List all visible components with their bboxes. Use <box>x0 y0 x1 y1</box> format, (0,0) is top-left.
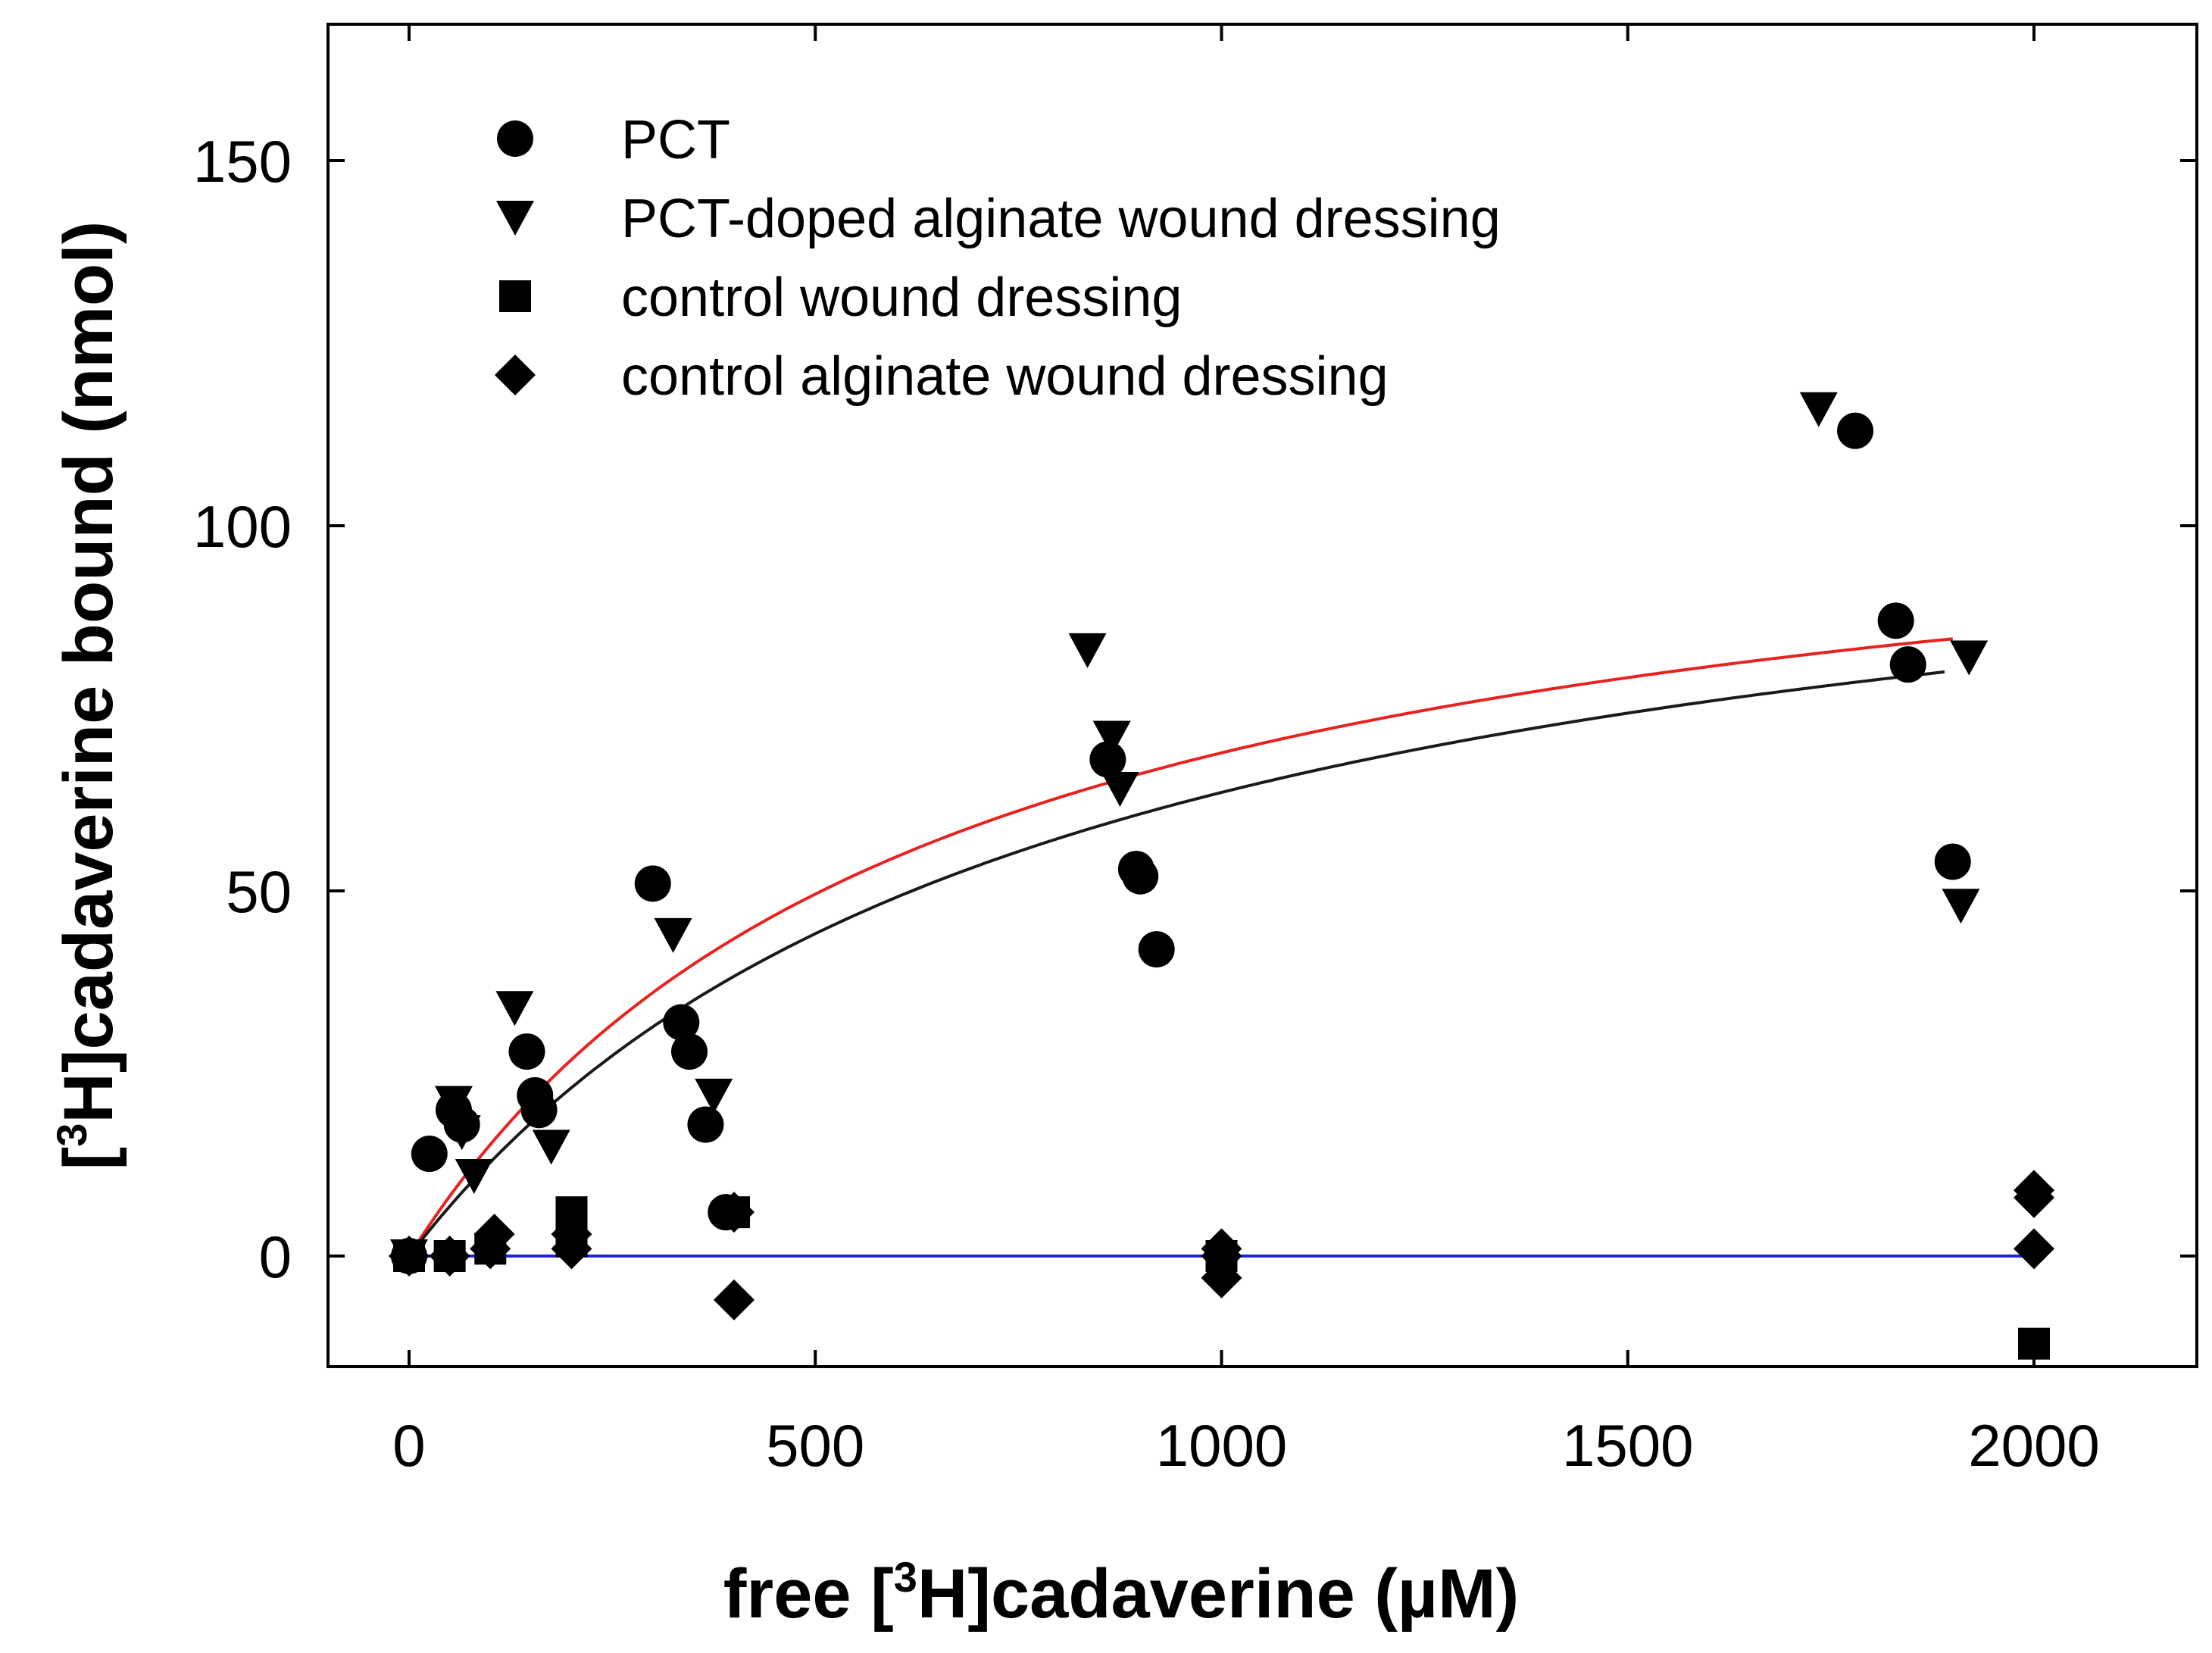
point-circle-4 <box>508 1033 545 1070</box>
point-circle-19 <box>1934 843 1971 880</box>
point-circle-9 <box>671 1033 708 1070</box>
point-diamond-13 <box>2014 1170 2054 1211</box>
y-tick-label-50: 50 <box>226 858 292 925</box>
x-tick-label-2000: 2000 <box>1968 1412 2100 1479</box>
point-triangle-down-4 <box>495 991 534 1026</box>
point-triangle-down-10 <box>1101 772 1139 808</box>
point-diamond-5 <box>551 1214 592 1255</box>
legend: PCT PCT-doped alginate wound dressing cont… <box>495 110 1501 407</box>
x-tick-label-0: 0 <box>392 1412 425 1479</box>
point-circle-3 <box>443 1106 480 1143</box>
y-tick-label-0: 0 <box>259 1223 292 1290</box>
point-circle-16 <box>1837 412 1874 449</box>
point-circle-15 <box>1138 931 1175 968</box>
point-triangle-down-9 <box>1092 720 1131 756</box>
point-circle-1 <box>411 1136 448 1173</box>
point-diamond-7 <box>714 1279 755 1320</box>
x-tick-label-1500: 1500 <box>1562 1412 1694 1479</box>
y-axis-title: [3H]cadaverine bound (nmol) <box>48 221 127 1170</box>
plot-frame <box>326 23 2198 1368</box>
legend-label-3: control alginate wound dressing <box>621 346 1389 407</box>
point-circle-0 <box>391 1238 427 1274</box>
fit-curve-0 <box>408 637 1953 1258</box>
legend-label-1: PCT-doped alginate wound dressing <box>621 189 1501 249</box>
point-triangle-down-12 <box>1942 889 1980 924</box>
point-diamond-1 <box>429 1236 470 1276</box>
point-circle-18 <box>1889 646 1926 683</box>
point-triangle-down-13 <box>1950 640 1989 676</box>
fit-curve-1 <box>408 670 1945 1258</box>
point-triangle-down-8 <box>1068 633 1107 668</box>
point-circle-12 <box>1089 741 1126 778</box>
point-circle-11 <box>708 1194 745 1231</box>
point-diamond-10 <box>1201 1228 1242 1270</box>
x-axis-title: free [3H]cadaverine (µM) <box>723 1553 1519 1633</box>
point-circle-14 <box>1122 858 1159 895</box>
axis-ticks: 0 500 1000 1500 2000 0 50 100 150 <box>193 24 2197 1479</box>
x-tick-label-500: 500 <box>766 1412 864 1479</box>
legend-marker-diamond <box>495 355 536 395</box>
legend-label-0: PCT <box>621 110 730 170</box>
point-circle-17 <box>1877 602 1914 639</box>
point-circle-6 <box>520 1092 558 1129</box>
fit-curves <box>408 637 2034 1258</box>
y-tick-label-100: 100 <box>193 493 292 560</box>
point-circle-7 <box>634 865 671 902</box>
data-points <box>389 392 2054 1360</box>
x-tick-label-1000: 1000 <box>1156 1412 1288 1479</box>
legend-label-2: control wound dressing <box>621 267 1182 328</box>
point-triangle-down-11 <box>1799 392 1838 427</box>
legend-marker-triangle-down <box>496 201 534 236</box>
legend-marker-square <box>499 280 531 312</box>
point-diamond-11 <box>2014 1228 2054 1270</box>
point-triangle-down-3 <box>455 1158 493 1194</box>
point-triangle-down-7 <box>695 1078 733 1114</box>
legend-marker-circle <box>497 120 533 157</box>
point-diamond-8 <box>1201 1257 1242 1298</box>
point-triangle-down-6 <box>654 917 692 953</box>
point-circle-10 <box>687 1106 724 1143</box>
point-diamond-3 <box>473 1214 515 1255</box>
y-tick-label-150: 150 <box>193 128 292 195</box>
point-square-7 <box>2018 1327 2050 1360</box>
point-circle-8 <box>663 1004 700 1041</box>
point-triangle-down-5 <box>532 1130 570 1165</box>
